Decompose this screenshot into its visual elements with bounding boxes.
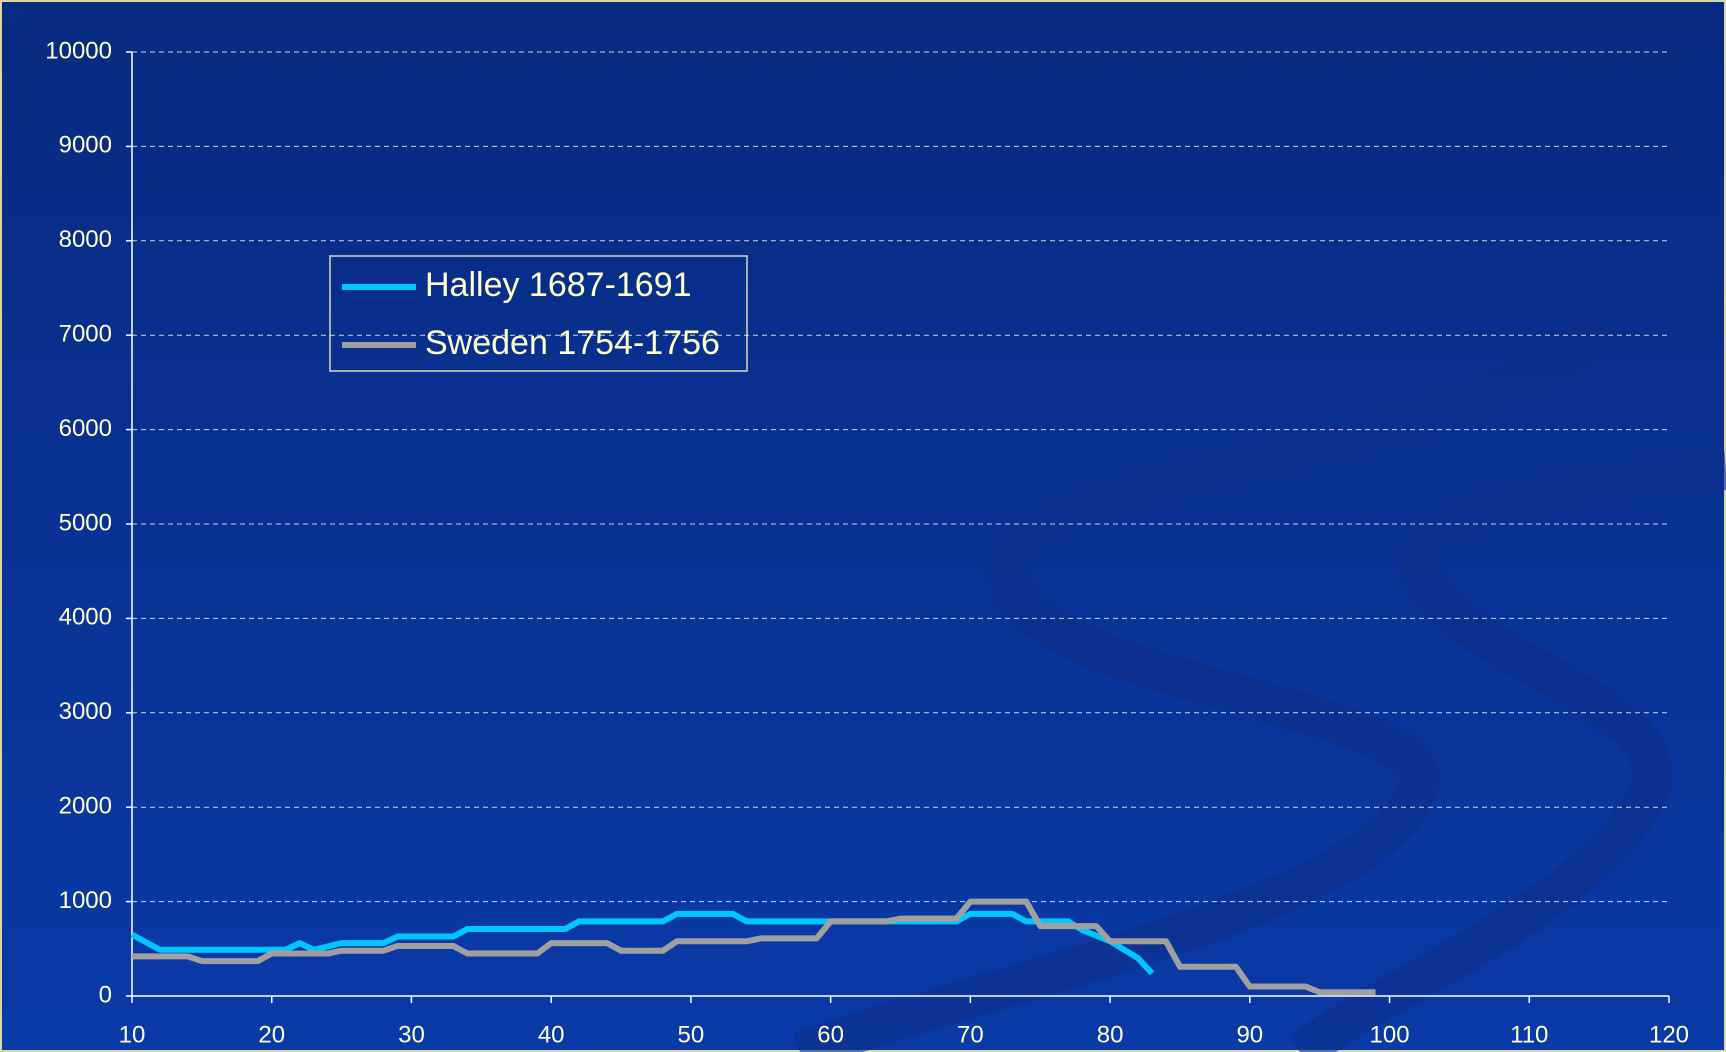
y-tick-label: 5000 [59,509,112,536]
x-tick-label: 30 [398,1021,425,1048]
y-tick-label: 2000 [59,793,112,820]
chart: Halley 1687-1691 Sweden 1754-1756 0 1000 20… [0,0,1726,1052]
y-tick-label: 1000 [59,887,112,914]
x-tick-label: 10 [119,1021,146,1048]
y-tick-label: 0 [99,981,112,1008]
x-tick-label: 120 [1649,1021,1689,1048]
x-tick-label: 90 [1236,1021,1263,1048]
y-tick-label: 3000 [59,698,112,725]
x-tick-label: 50 [678,1021,705,1048]
y-tick-label: 4000 [59,604,112,631]
y-tick-label: 7000 [59,321,112,348]
x-tick-label: 20 [258,1021,285,1048]
x-tick-label: 100 [1370,1021,1410,1048]
y-tick-label: 10000 [45,37,112,64]
legend-label: Sweden 1754-1756 [425,324,720,362]
y-tick-label: 6000 [59,415,112,442]
x-tick-label: 80 [1097,1021,1124,1048]
x-tick-label: 70 [957,1021,984,1048]
y-tick-label: 9000 [59,132,112,159]
x-tick-label: 40 [538,1021,565,1048]
legend-label: Halley 1687-1691 [425,266,692,304]
x-tick-label: 110 [1510,1021,1548,1048]
y-tick-label: 8000 [59,226,112,253]
x-tick-label: 60 [817,1021,844,1048]
page: Halley 1687-1691 Sweden 1754-1756 0 1000 20… [0,0,1726,1052]
